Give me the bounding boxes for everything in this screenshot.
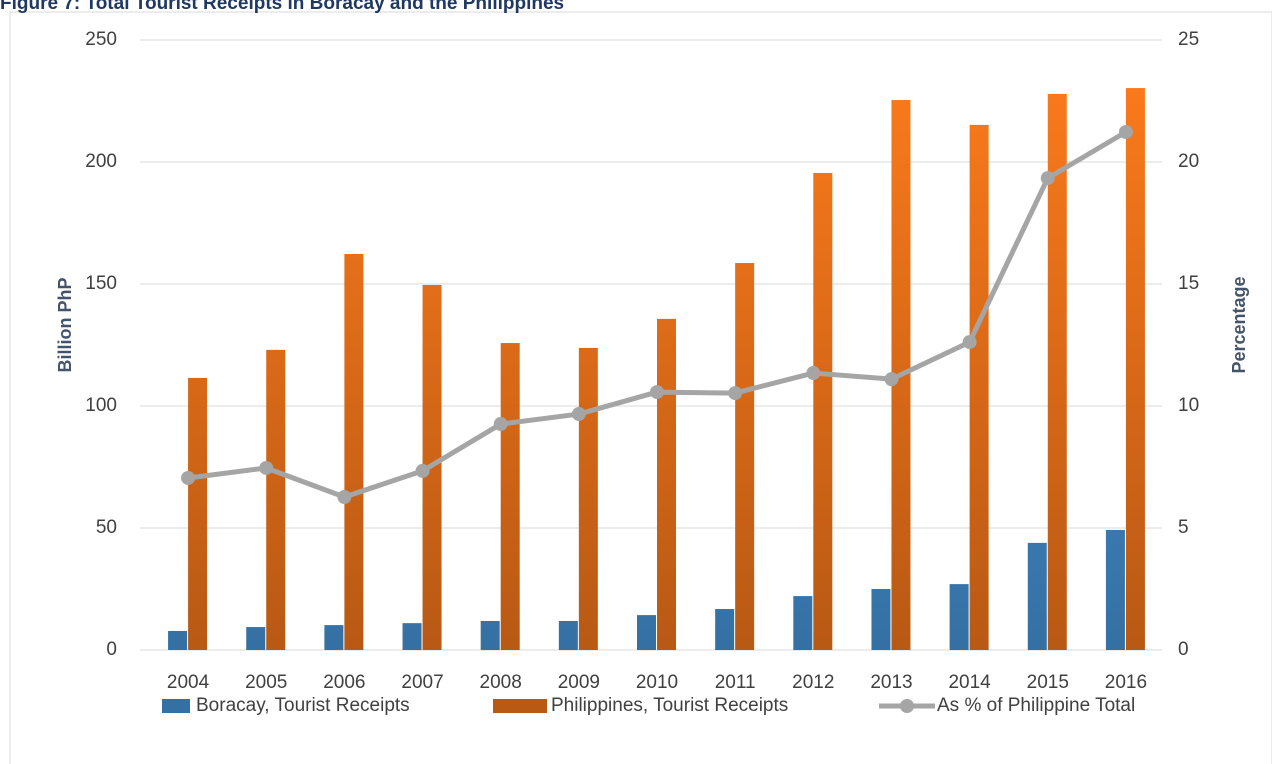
y2-axis-title: Percentage: [1229, 276, 1249, 373]
legend-swatch: [162, 699, 190, 713]
bar: [1047, 93, 1067, 650]
line-marker: [728, 386, 743, 401]
bar: [715, 609, 735, 650]
y-tick-label: 200: [85, 151, 117, 172]
line-marker: [962, 335, 977, 350]
x-tick-label: 2005: [245, 672, 287, 693]
bar: [1125, 88, 1145, 651]
y-axis-title: Billion PhP: [55, 277, 75, 372]
y-tick-label: 50: [96, 517, 117, 538]
y2-tick-label: 0: [1178, 639, 1189, 660]
y-tick-label: 0: [106, 639, 117, 660]
legend-label: Philippines, Tourist Receipts: [551, 695, 788, 716]
bar: [793, 596, 813, 650]
y2-tick-label: 5: [1178, 517, 1189, 538]
line-marker: [571, 407, 586, 422]
x-tick-label: 2006: [323, 672, 365, 693]
bar: [266, 349, 286, 650]
bar: [657, 318, 676, 650]
bar: [578, 347, 598, 650]
x-tick-label: 2007: [401, 672, 443, 693]
y2-tick-label: 15: [1178, 273, 1199, 294]
x-tick-label: 2014: [948, 672, 991, 693]
bar: [949, 584, 969, 650]
bar: [637, 615, 656, 650]
x-tick-label: 2011: [715, 672, 756, 693]
chart-title: Figure 7: Total Tourist Receipts in Bora…: [0, 0, 564, 14]
legend-swatch-marker: [900, 699, 914, 713]
chart-frame: [9, 11, 1272, 764]
line-marker: [1118, 124, 1133, 139]
bar: [344, 253, 364, 650]
bar: [246, 627, 266, 650]
legend-label: As % of Philippine Total: [937, 695, 1135, 716]
bar: [1105, 529, 1125, 650]
y-tick-label: 100: [85, 395, 117, 416]
line-marker: [650, 385, 664, 400]
bar: [813, 172, 833, 651]
line-marker: [806, 366, 821, 381]
line-marker: [884, 372, 899, 387]
x-tick-label: 2012: [792, 672, 834, 693]
y2-tick-label: 25: [1178, 29, 1199, 50]
line-marker: [181, 470, 196, 485]
legend-label: Boracay, Tourist Receipts: [196, 695, 410, 716]
bar: [188, 377, 208, 650]
line-marker: [259, 460, 274, 475]
bar: [735, 263, 755, 650]
bar: [480, 620, 500, 650]
x-tick-label: 2008: [480, 672, 522, 693]
y-tick-label: 150: [85, 273, 117, 294]
x-tick-label: 2015: [1027, 672, 1069, 693]
bar: [871, 589, 891, 650]
x-tick-label: 2009: [558, 672, 600, 693]
bar: [324, 625, 344, 650]
x-tick-label: 2010: [636, 672, 678, 693]
y-tick-label: 250: [85, 29, 117, 50]
legend-swatch: [493, 699, 547, 713]
line-marker: [415, 463, 430, 478]
y2-tick-label: 20: [1178, 151, 1199, 172]
line-marker: [1040, 171, 1055, 186]
line-marker: [337, 490, 352, 505]
x-tick-label: 2004: [167, 672, 210, 693]
x-tick-label: 2016: [1105, 672, 1147, 693]
bar: [168, 630, 188, 650]
bar: [1027, 542, 1047, 650]
bar: [402, 623, 422, 650]
bar: [969, 124, 989, 651]
bar: [558, 620, 578, 650]
y2-tick-label: 10: [1178, 395, 1199, 416]
line-marker: [493, 417, 508, 432]
bar: [500, 343, 520, 650]
x-tick-label: 2013: [870, 672, 912, 693]
